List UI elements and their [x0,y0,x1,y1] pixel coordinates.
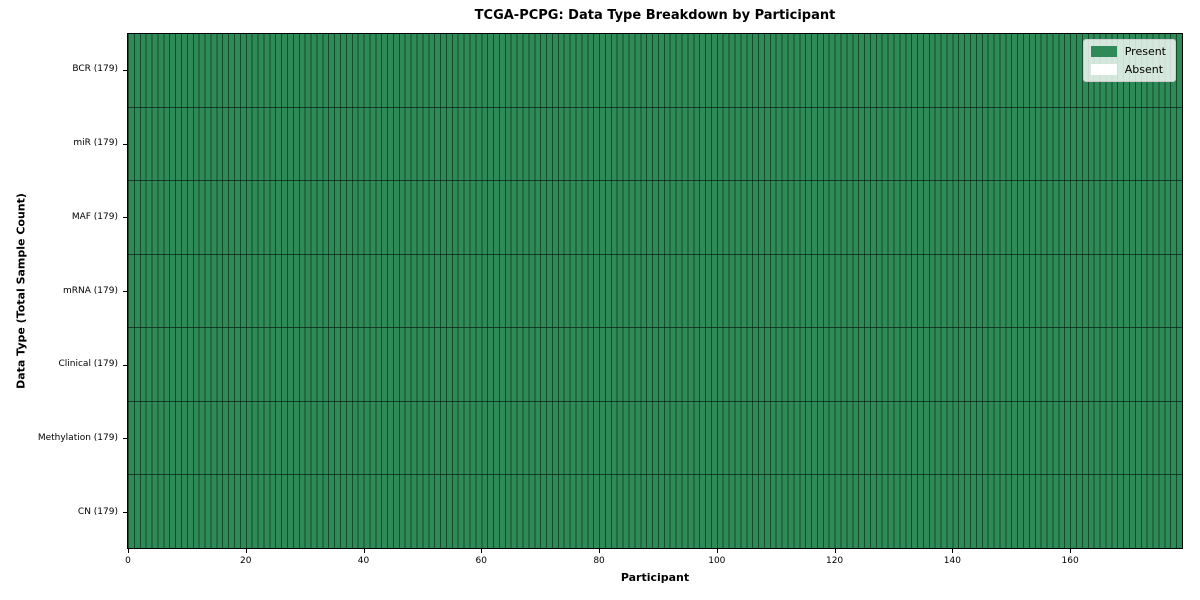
y-tick-label: mRNA (179) [63,285,118,296]
legend-swatch-present-icon [1090,46,1117,57]
y-tick-mark [123,365,127,366]
x-tick-mark [128,549,129,553]
legend: Present Absent [1082,39,1176,82]
x-tick-mark [717,549,718,553]
y-tick-mark [123,438,127,439]
y-tick-label: BCR (179) [72,64,118,75]
x-tick-mark [1070,549,1071,553]
y-tick-mark [123,217,127,218]
x-tick-label: 160 [1061,556,1079,566]
legend-entry-present: Present [1090,45,1166,58]
y-tick-mark [123,144,127,145]
y-tick-label: CN (179) [77,506,118,517]
x-tick-mark [835,549,836,553]
x-tick-label: 0 [125,556,131,566]
legend-entry-absent: Absent [1090,63,1166,76]
legend-label: Present [1124,45,1166,58]
legend-label: Absent [1124,63,1164,76]
x-tick-mark [246,549,247,553]
x-axis-label: Participant [620,571,690,584]
y-tick-mark [123,512,127,513]
x-tick-label: 120 [825,556,844,566]
y-tick-label: miR (179) [73,138,118,149]
x-tick-label: 20 [240,556,252,566]
legend-swatch-absent-icon [1090,64,1117,75]
plot-area: Present Absent [127,33,1183,549]
chart-title: TCGA-PCPG: Data Type Breakdown by Partic… [474,8,836,23]
y-tick-label: Clinical (179) [58,359,118,370]
y-tick-label: MAF (179) [71,211,118,222]
x-tick-mark [481,549,482,553]
y-tick-label: Methylation (179) [37,432,118,443]
participant-grid-lines [128,34,1182,548]
y-tick-mark [123,70,127,71]
x-tick-label: 40 [357,556,370,566]
x-tick-label: 100 [708,556,726,566]
x-tick-label: 140 [943,556,961,566]
x-tick-label: 80 [593,556,605,566]
x-tick-mark [364,549,365,553]
y-tick-mark [123,291,127,292]
x-tick-mark [952,549,953,553]
x-tick-mark [599,549,600,553]
x-tick-label: 60 [475,556,487,566]
